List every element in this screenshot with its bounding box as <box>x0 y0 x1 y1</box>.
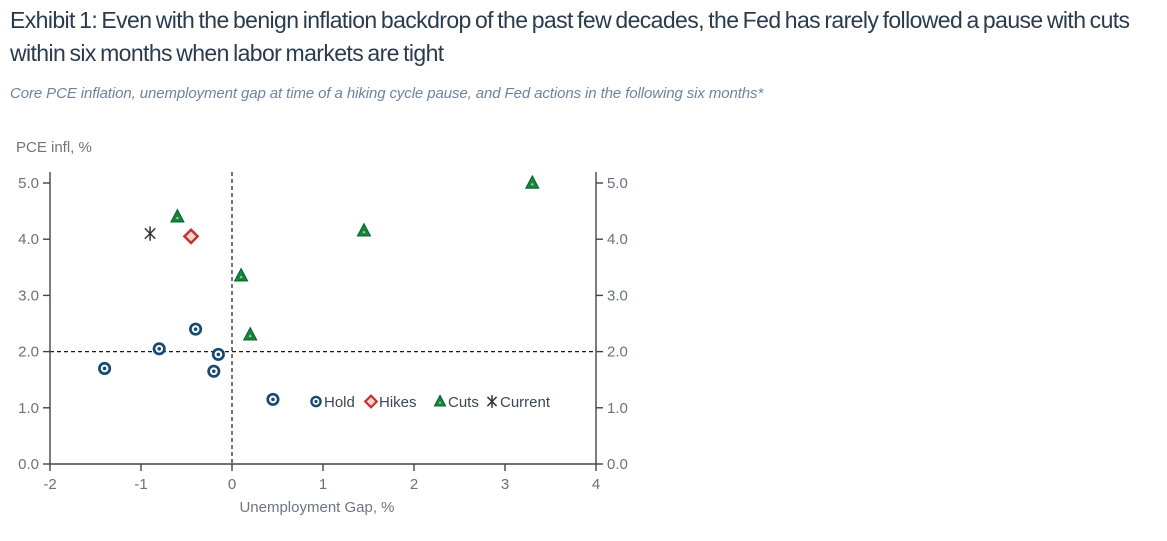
legend-triangle-icon <box>433 394 447 407</box>
legend-label: Cuts <box>448 394 479 411</box>
legend-diamond-icon <box>363 394 379 409</box>
y-tick-label-left: 4.0 <box>18 231 39 248</box>
data-point-cuts <box>233 267 249 282</box>
data-point-cuts <box>242 326 258 341</box>
data-point-cuts <box>170 208 185 223</box>
legend-label: Hikes <box>379 394 417 411</box>
x-tick-label: 3 <box>501 476 509 493</box>
y-tick-label-right: 2.0 <box>607 344 628 361</box>
y-tick-label-left: 0.0 <box>18 456 39 473</box>
legend-item-hikes: Hikes <box>363 394 417 411</box>
series-hikes <box>182 228 200 245</box>
data-point-cuts <box>524 174 540 189</box>
exhibit-subtitle: Core PCE inflation, unemployment gap at … <box>10 85 764 102</box>
x-tick-label: 4 <box>592 476 600 493</box>
series-hold <box>98 322 280 406</box>
legend: Hold Hikes Cuts Current <box>310 394 551 411</box>
legend-item-current: Current <box>486 394 551 411</box>
x-tick-label: 1 <box>319 476 327 493</box>
data-point-hold <box>211 347 225 361</box>
x-tick-label: 2 <box>410 476 418 493</box>
y-tick-label-right: 4.0 <box>607 231 628 248</box>
legend-label: Hold <box>324 394 355 411</box>
data-point-hold <box>98 361 112 376</box>
legend-label: Current <box>500 394 551 411</box>
y-tick-label-left: 1.0 <box>18 400 39 417</box>
legend-item-hold: Hold <box>310 394 355 411</box>
series-cuts <box>170 174 540 341</box>
y-tick-label-right: 0.0 <box>607 456 628 473</box>
data-point-hold <box>266 392 280 406</box>
x-tick-label: 0 <box>228 476 236 493</box>
y-tick-label-left: 3.0 <box>18 287 39 304</box>
data-point-cuts <box>356 222 372 237</box>
legend-asterisk-icon <box>486 395 498 408</box>
legend-item-cuts: Cuts <box>433 394 479 411</box>
legend-circle-icon <box>310 395 322 408</box>
data-point-current <box>144 226 156 241</box>
y-tick-label-left: 5.0 <box>18 175 39 192</box>
y-tick-label-right: 5.0 <box>607 175 628 192</box>
pce-vs-unemployment-gap-scatter: 0.0 0.0 1.0 1.0 2.0 2.0 3.0 3.0 4.0 4.0 5.0 5.0 -2 -1… <box>0 130 680 536</box>
data-point-hold <box>207 364 221 378</box>
y-axis-title: PCE infl, % <box>16 139 92 156</box>
data-point-hold <box>152 342 166 356</box>
y-tick-label-left: 2.0 <box>18 344 39 361</box>
x-tick-label: -1 <box>134 476 147 493</box>
x-tick-label: -2 <box>43 476 56 493</box>
chart-svg: 0.0 0.0 1.0 1.0 2.0 2.0 3.0 3.0 4.0 4.0 5.0 5.0 -2 -1… <box>16 139 628 516</box>
series-current <box>144 226 156 241</box>
exhibit-title: Exhibit 1: Even with the benign inflatio… <box>10 7 1130 66</box>
x-axis-title: Unemployment Gap, % <box>239 499 394 516</box>
y-tick-label-right: 1.0 <box>607 400 628 417</box>
data-point-hikes <box>182 228 200 245</box>
data-point-hold <box>189 322 203 336</box>
y-tick-label-right: 3.0 <box>607 287 628 304</box>
